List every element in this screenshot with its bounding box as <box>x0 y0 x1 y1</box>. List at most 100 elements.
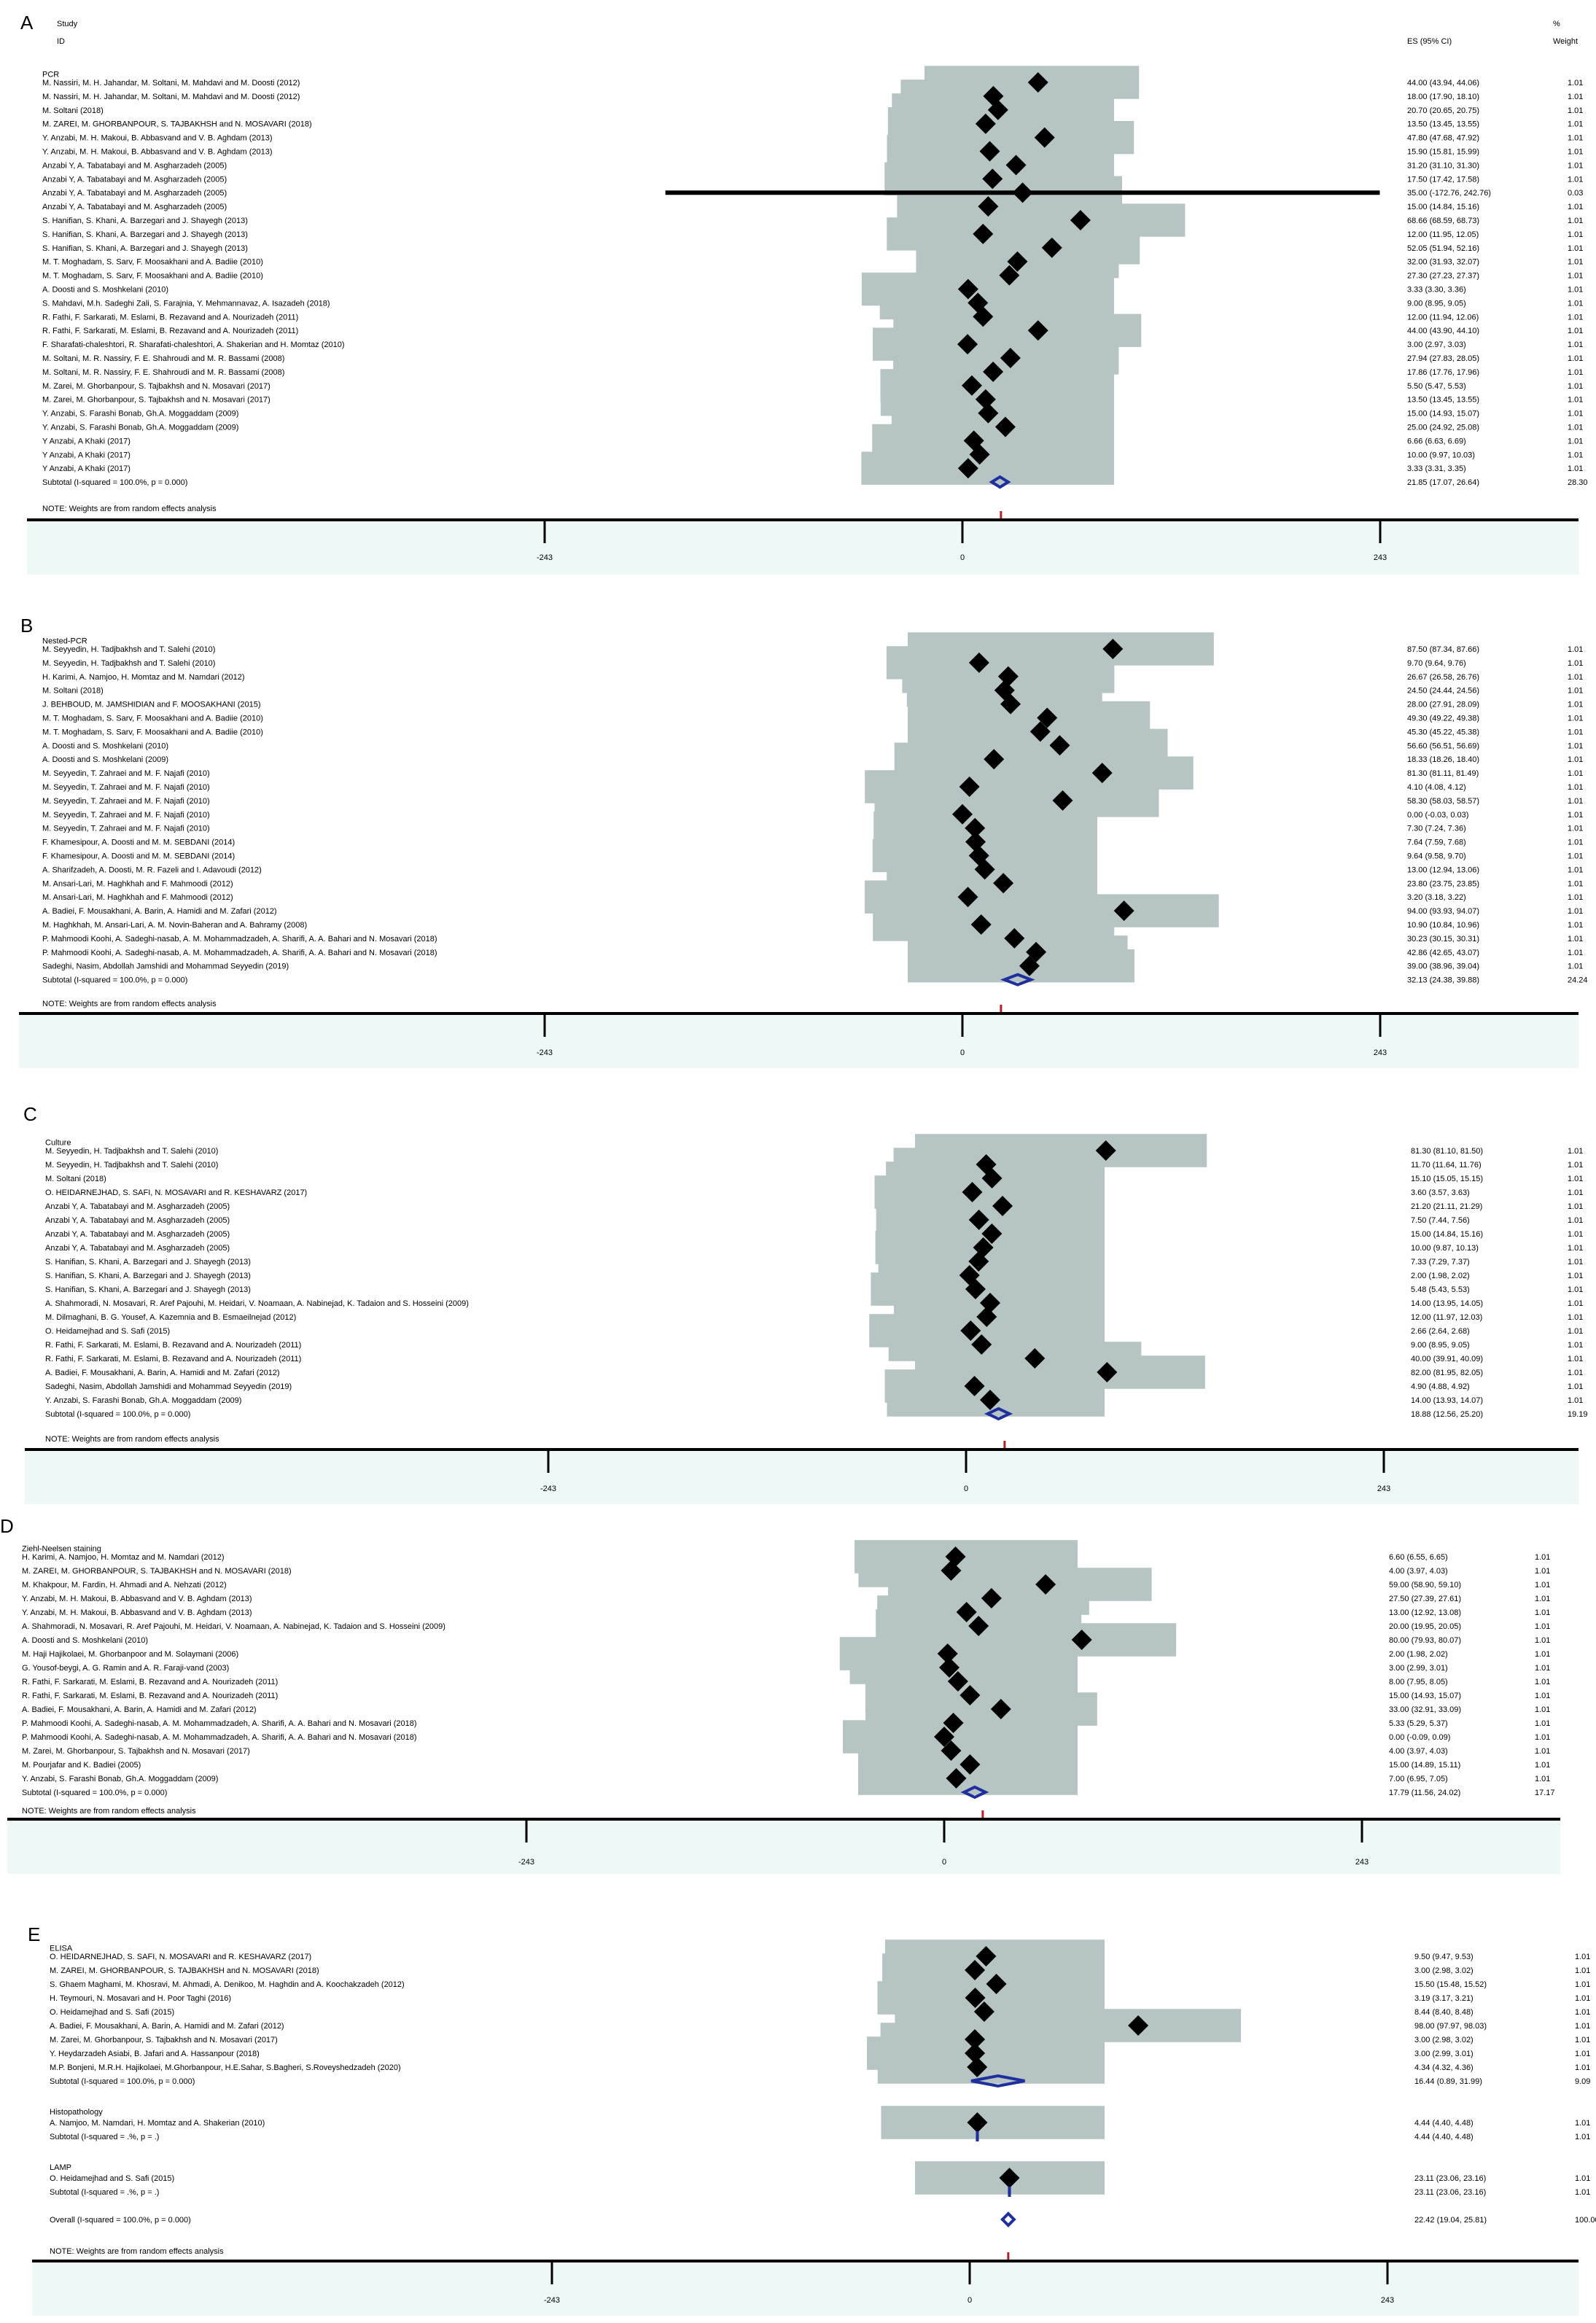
study-weight: 1.01 <box>1568 935 1583 943</box>
study-label: Anzabi Y, A. Tabatabayi and M. Asgharzad… <box>45 1244 230 1253</box>
study-estimate: 58.30 (58.03, 58.57) <box>1407 797 1479 806</box>
study-estimate: 27.94 (27.83, 28.05) <box>1407 354 1479 363</box>
study-weight: 1.01 <box>1568 1396 1583 1405</box>
study-estimate: 26.67 (26.58, 26.76) <box>1407 673 1479 682</box>
subtotal-weight: 17.17 <box>1535 1789 1555 1797</box>
point-estimate-marker <box>959 1754 981 1775</box>
study-label: M. Soltani (2018) <box>42 687 104 696</box>
point-estimate-marker <box>981 1588 1002 1608</box>
study-estimate: 15.00 (14.84, 15.16) <box>1407 203 1479 211</box>
axis-panel <box>27 520 1579 575</box>
study-weight: 1.01 <box>1535 1636 1550 1645</box>
study-estimate: 2.00 (1.98, 2.02) <box>1389 1650 1448 1659</box>
point-estimate-marker <box>1070 210 1091 230</box>
study-weight: 1.01 <box>1568 645 1583 654</box>
point-estimate-marker <box>956 1602 977 1622</box>
study-weight: 1.01 <box>1568 825 1583 833</box>
study-label: M. Seyyedin, H. Tadjbakhsh and T. Salehi… <box>42 645 215 654</box>
study-estimate: 15.00 (14.93, 15.07) <box>1407 410 1479 419</box>
study-label: M. Ansari-Lari, M. Haghkhah and F. Mahmo… <box>42 879 233 888</box>
point-estimate-marker <box>1097 1362 1118 1382</box>
study-estimate: 59.00 (58.90, 59.10) <box>1389 1581 1461 1589</box>
study-weight: 1.01 <box>1568 962 1583 971</box>
study-weight: 1.01 <box>1568 272 1583 281</box>
study-weight: 1.01 <box>1568 382 1583 391</box>
study-estimate: 5.33 (5.29, 5.37) <box>1389 1719 1448 1728</box>
point-estimate-marker <box>992 1196 1013 1216</box>
study-weight: 1.01 <box>1568 451 1583 459</box>
study-label: S. Hanifian, S. Khani, A. Barzegari and … <box>45 1258 251 1266</box>
study-estimate: 5.48 (5.43, 5.53) <box>1411 1285 1470 1294</box>
study-estimate: 3.00 (2.99, 3.01) <box>1389 1664 1448 1673</box>
study-label: S. Mahdavi, M.h. Sadeghi Zali, S. Farajn… <box>42 299 330 308</box>
study-weight: 1.01 <box>1568 1216 1583 1225</box>
point-estimate-marker <box>964 1376 985 1396</box>
study-estimate: 9.50 (9.47, 9.53) <box>1414 1953 1474 1961</box>
point-estimate-marker <box>971 1334 992 1355</box>
study-label: M. Seyyedin, T. Zahraei and M. F. Najafi… <box>42 783 210 792</box>
weights-note: NOTE: Weights are from random effects an… <box>22 1807 196 1816</box>
study-estimate: 9.00 (8.95, 9.05) <box>1407 299 1466 308</box>
study-weight: 1.01 <box>1568 907 1583 916</box>
study-label: P. Mahmoodi Koohi, A. Sadeghi-nasab, A. … <box>22 1733 417 1742</box>
study-weight: 1.01 <box>1575 2119 1590 2128</box>
point-estimate-marker <box>957 279 978 300</box>
study-estimate: 39.00 (38.96, 39.04) <box>1407 962 1479 971</box>
study-estimate: 5.50 (5.47, 5.53) <box>1407 382 1466 391</box>
study-label: A. Doosti and S. Moshkelani (2009) <box>42 755 168 764</box>
study-label: M. Soltani (2018) <box>42 106 104 115</box>
axis-panel <box>32 2261 1579 2316</box>
subtotal-diamond <box>984 1406 1013 1421</box>
point-estimate-marker <box>978 402 999 424</box>
study-estimate: 35.00 (-172.76, 242.76) <box>1407 189 1491 198</box>
study-weight: 1.01 <box>1535 1733 1550 1742</box>
overall-label: Overall (I-squared = 100.0%, p = 0.000) <box>50 2216 191 2225</box>
group-label: Ziehl-Neelsen staining <box>22 1545 101 1554</box>
study-label: M. Nassiri, M. H. Jahandar, M. Soltani, … <box>42 79 300 87</box>
study-weight: 1.01 <box>1568 1355 1583 1363</box>
study-estimate: 3.20 (3.18, 3.22) <box>1407 893 1466 902</box>
study-estimate: 49.30 (49.22, 49.38) <box>1407 715 1479 723</box>
subtotal-estimate: 32.13 (24.38, 39.88) <box>1407 976 1479 985</box>
study-label: R. Fathi, F. Sarkarati, M. Eslami, B. Re… <box>22 1678 278 1686</box>
study-estimate: 20.70 (20.65, 20.75) <box>1407 106 1479 115</box>
panel-letter: C <box>23 1103 37 1125</box>
study-weight: 1.01 <box>1568 341 1583 349</box>
study-label: M. Haji Hajikolaei, M. Ghorbanpoor and M… <box>22 1650 238 1659</box>
point-estimate-marker <box>987 99 1008 120</box>
study-label: M. Zarei, M. Ghorbanpour, S. Tajbakhsh a… <box>42 396 270 405</box>
study-weight: 1.01 <box>1568 313 1583 322</box>
point-estimate-marker <box>934 1727 954 1747</box>
study-estimate: 44.00 (43.94, 44.06) <box>1407 79 1479 87</box>
study-weight: 1.01 <box>1568 1272 1583 1280</box>
study-label: A. Namjoo, M. Namdari, H. Momtaz and A. … <box>50 2119 265 2128</box>
study-estimate: 4.34 (4.32, 4.36) <box>1414 2063 1474 2072</box>
study-label: S. Hanifian, S. Khani, A. Barzegari and … <box>42 230 248 239</box>
study-weight: 1.01 <box>1568 687 1583 696</box>
point-estimate-marker <box>1012 182 1033 203</box>
point-estimate-marker <box>1113 900 1134 922</box>
study-estimate: 33.00 (32.91, 33.09) <box>1389 1705 1461 1714</box>
study-estimate: 4.90 (4.88, 4.92) <box>1411 1382 1470 1391</box>
x-tick-label: 243 <box>1377 1485 1390 1493</box>
point-estimate-marker <box>960 1320 981 1341</box>
study-label: Y. Anzabi, S. Farashi Bonab, Gh.A. Mogga… <box>42 424 238 432</box>
study-weight: 1.01 <box>1568 769 1583 778</box>
study-estimate: 23.11 (23.06, 23.16) <box>1414 2174 1486 2183</box>
study-weight: 1.01 <box>1568 838 1583 847</box>
header-weight: Weight <box>1553 37 1578 46</box>
study-label: J. BEHBOUD, M. JAMSHIDIAN and F. MOOSAKH… <box>42 701 261 709</box>
axis-panel <box>7 1819 1560 1874</box>
weights-note: NOTE: Weights are from random effects an… <box>45 1435 219 1444</box>
point-estimate-marker <box>1034 127 1055 148</box>
study-estimate: 2.66 (2.64, 2.68) <box>1411 1327 1470 1336</box>
study-weight: 1.01 <box>1568 879 1583 888</box>
panel-letter: D <box>0 1515 14 1537</box>
study-label: O. HEIDARNEJHAD, S. SAFI, N. MOSAVARI an… <box>45 1188 307 1197</box>
study-estimate: 12.00 (11.97, 12.03) <box>1411 1313 1482 1322</box>
study-estimate: 9.70 (9.64, 9.76) <box>1407 659 1466 668</box>
point-estimate-marker <box>970 914 992 935</box>
point-estimate-marker <box>1041 237 1062 258</box>
study-label: S. Ghaem Maghami, M. Khosravi, M. Ahmadi… <box>50 1980 405 1989</box>
study-label: M. T. Moghadam, S. Sarv, F. Moosakhani a… <box>42 272 263 281</box>
